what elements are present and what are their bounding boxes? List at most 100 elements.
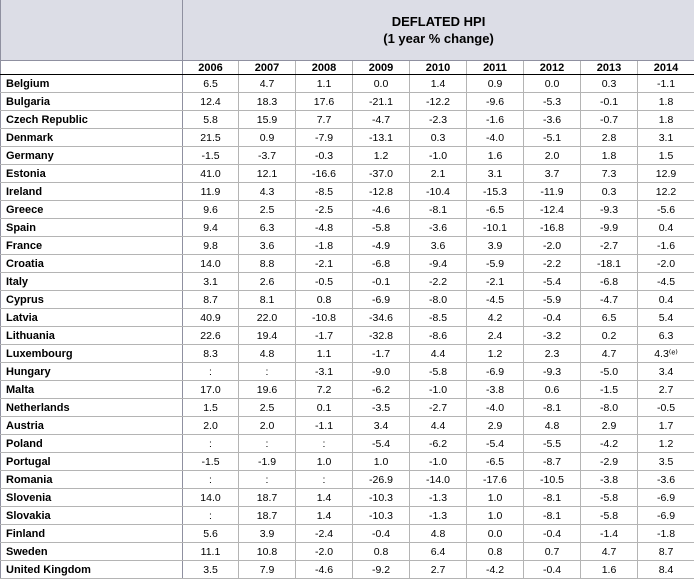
value-cell: 9.6 xyxy=(183,201,239,219)
country-name: Poland xyxy=(1,435,183,453)
value-cell: 1.0 xyxy=(467,507,524,525)
country-name: Ireland xyxy=(1,183,183,201)
value-cell: 22.0 xyxy=(239,309,296,327)
country-name: Netherlands xyxy=(1,399,183,417)
value-cell: -1.1 xyxy=(296,417,353,435)
table-title: DEFLATED HPI (1 year % change) xyxy=(183,0,694,61)
value-cell: 0.4 xyxy=(638,291,694,309)
title-row: DEFLATED HPI (1 year % change) xyxy=(1,0,694,61)
value-cell: : xyxy=(239,363,296,381)
value-cell: 0.8 xyxy=(296,291,353,309)
value-cell: 2.0 xyxy=(524,147,581,165)
value-cell: -9.6 xyxy=(467,93,524,111)
value-cell: -6.9 xyxy=(467,363,524,381)
value-cell: : xyxy=(183,435,239,453)
value-cell: -15.3 xyxy=(467,183,524,201)
country-name: Lithuania xyxy=(1,327,183,345)
value-cell: -1.7 xyxy=(353,345,410,363)
value-cell: 11.9 xyxy=(183,183,239,201)
country-name: Greece xyxy=(1,201,183,219)
country-name: Latvia xyxy=(1,309,183,327)
value-cell: -4.8 xyxy=(296,219,353,237)
value-cell: -2.3 xyxy=(410,111,467,129)
value-cell: -0.7 xyxy=(581,111,638,129)
value-cell: -8.0 xyxy=(410,291,467,309)
value-cell: -17.6 xyxy=(467,471,524,489)
value-cell: -4.6 xyxy=(296,561,353,579)
value-cell: 9.4 xyxy=(183,219,239,237)
value-cell: 0.3 xyxy=(410,129,467,147)
value-cell: 1.5 xyxy=(638,147,694,165)
value-cell: 5.6 xyxy=(183,525,239,543)
value-cell: 2.7 xyxy=(638,381,694,399)
value-cell: -37.0 xyxy=(353,165,410,183)
value-cell: 3.1 xyxy=(467,165,524,183)
value-cell: 4.8 xyxy=(410,525,467,543)
year-row-corner xyxy=(1,61,183,75)
value-cell: 41.0 xyxy=(183,165,239,183)
value-cell: 6.3 xyxy=(239,219,296,237)
value-cell: 5.4 xyxy=(638,309,694,327)
value-cell: 12.2 xyxy=(638,183,694,201)
value-cell: -6.9 xyxy=(638,489,694,507)
value-cell: 0.9 xyxy=(467,75,524,93)
value-cell: -6.2 xyxy=(410,435,467,453)
year-header-2011: 2011 xyxy=(467,61,524,75)
value-cell: 3.6 xyxy=(239,237,296,255)
value-cell: -4.5 xyxy=(638,273,694,291)
value-cell: -1.8 xyxy=(296,237,353,255)
value-cell: -1.6 xyxy=(467,111,524,129)
value-cell: -26.9 xyxy=(353,471,410,489)
country-name: Finland xyxy=(1,525,183,543)
value-cell: -32.8 xyxy=(353,327,410,345)
value-cell: -10.4 xyxy=(410,183,467,201)
value-cell: 18.3 xyxy=(239,93,296,111)
country-name: Croatia xyxy=(1,255,183,273)
country-name: Hungary xyxy=(1,363,183,381)
value-cell: -10.1 xyxy=(467,219,524,237)
value-cell: -9.3 xyxy=(524,363,581,381)
value-cell: 0.0 xyxy=(467,525,524,543)
value-cell: 9.8 xyxy=(183,237,239,255)
value-cell: -13.1 xyxy=(353,129,410,147)
value-cell: -2.2 xyxy=(524,255,581,273)
value-cell: -21.1 xyxy=(353,93,410,111)
value-cell: -0.5 xyxy=(296,273,353,291)
value-cell: 0.6 xyxy=(524,381,581,399)
value-cell: 8.7 xyxy=(638,543,694,561)
value-cell: -0.3 xyxy=(296,147,353,165)
value-cell: 7.3 xyxy=(581,165,638,183)
value-cell: 7.7 xyxy=(296,111,353,129)
value-cell: 1.8 xyxy=(581,147,638,165)
country-name: Cyprus xyxy=(1,291,183,309)
value-cell: -4.7 xyxy=(353,111,410,129)
value-cell: -34.6 xyxy=(353,309,410,327)
country-name: France xyxy=(1,237,183,255)
value-cell: 1.2 xyxy=(467,345,524,363)
value-cell: 1.6 xyxy=(467,147,524,165)
value-cell: -6.5 xyxy=(467,453,524,471)
value-cell: 6.5 xyxy=(183,75,239,93)
value-cell: 4.3⁽ᵉ⁾ xyxy=(638,345,694,363)
value-cell: 14.0 xyxy=(183,489,239,507)
value-cell: -5.4 xyxy=(353,435,410,453)
value-cell: 1.4 xyxy=(296,489,353,507)
country-name: Bulgaria xyxy=(1,93,183,111)
value-cell: -4.2 xyxy=(581,435,638,453)
value-cell: -1.5 xyxy=(183,147,239,165)
value-cell: -3.6 xyxy=(410,219,467,237)
value-cell: 0.8 xyxy=(353,543,410,561)
value-cell: -0.5 xyxy=(638,399,694,417)
value-cell: -10.5 xyxy=(524,471,581,489)
country-name: Denmark xyxy=(1,129,183,147)
value-cell: 1.0 xyxy=(467,489,524,507)
value-cell: : xyxy=(183,507,239,525)
value-cell: 8.7 xyxy=(183,291,239,309)
